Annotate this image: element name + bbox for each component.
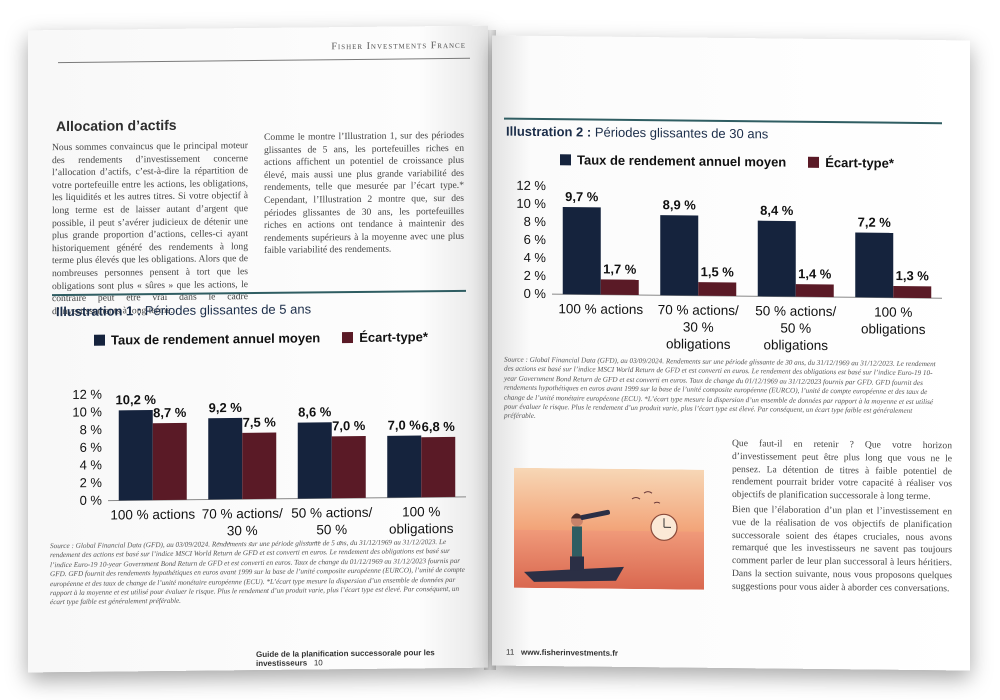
left-footer: Guide de la planification successorale p… <box>256 648 488 668</box>
data-label-return: 9,7 % <box>565 189 599 204</box>
x-category-label: 100 % actions <box>558 301 643 317</box>
next-section-paragraph: Bien que l’élaboration d’un plan et l’in… <box>732 504 952 595</box>
x-category-label: 100 %obligations <box>861 304 926 337</box>
chart-2-legend: Taux de rendement annuel moyen Écart-typ… <box>560 152 916 171</box>
y-tick-label: 12 % <box>72 387 102 402</box>
data-label-return: 9,2 % <box>209 400 243 415</box>
data-label-return: 7,2 % <box>858 215 892 230</box>
illustration-2-subtitle: Périodes glissantes de 30 ans <box>594 124 769 142</box>
legend-label-stddev: Écart-type* <box>359 329 428 345</box>
right-page-number: 11 <box>506 647 515 657</box>
x-category-label: 70 % actions/30 %obligations <box>658 302 739 352</box>
data-label-stddev: 1,3 % <box>896 268 930 283</box>
y-tick-label: 2 % <box>80 475 103 490</box>
legend-label-return: Taux de rendement annuel moyen <box>577 152 787 170</box>
data-label-stddev: 1,4 % <box>798 266 832 281</box>
legend-swatch-return <box>560 154 571 166</box>
bar-stddev <box>600 279 639 296</box>
y-tick-label: 6 % <box>80 440 103 455</box>
illustration-1-title: Illustration 1 : Périodes glissantes de … <box>56 301 311 319</box>
data-label-return: 10,2 % <box>116 392 157 407</box>
y-tick-label: 10 % <box>72 404 102 419</box>
y-tick-label: 12 % <box>516 178 546 193</box>
bar-return <box>562 206 601 295</box>
bar-return <box>757 220 796 297</box>
chart-1-legend: Taux de rendement annuel moyen Écart-typ… <box>94 329 450 348</box>
website-link[interactable]: www.fisherinvestments.fr <box>520 647 619 658</box>
data-label-return: 8,9 % <box>663 197 697 212</box>
bar-return <box>118 410 153 501</box>
legend-item-return: Taux de rendement annuel moyen <box>560 152 787 170</box>
left-page-number: 10 <box>313 658 323 668</box>
legend-swatch-return <box>94 334 105 346</box>
chart-2-source: Source : Global Financial Data (GFD), au… <box>504 355 936 421</box>
bar-stddev <box>331 436 366 499</box>
bar-return <box>208 417 243 500</box>
y-tick-label: 10 % <box>516 196 546 211</box>
data-label-return: 7,0 % <box>388 417 422 432</box>
y-tick-label: 2 % <box>524 268 547 283</box>
y-tick-label: 0 % <box>80 493 103 508</box>
legend-label-return: Taux de rendement annuel moyen <box>111 330 321 348</box>
footer-guide-title: Guide de la planification successorale p… <box>256 648 435 669</box>
bar-return <box>855 232 894 298</box>
data-label-stddev: 6,8 % <box>422 419 456 434</box>
right-footer: 11 www.fisherinvestments.fr <box>506 648 618 658</box>
takeaway-paragraph: Que faut-il en retenir ? Que votre horiz… <box>732 438 952 503</box>
legend-item-stddev: Écart-type* <box>808 155 894 171</box>
right-page: Illustration 2 : Périodes glissantes de … <box>492 35 970 671</box>
bar-return <box>297 422 332 499</box>
chart-2: 0 % 2 % 4 % 6 % 8 % 10 % 12 % 9,7 % 1,7 % 100 % a… <box>516 178 942 353</box>
header-rule <box>58 57 470 64</box>
x-category-label: 100 %obligations <box>389 504 454 537</box>
y-tick-label: 0 % <box>524 286 547 301</box>
y-tick-label: 4 % <box>80 457 103 472</box>
bar-stddev <box>152 422 187 501</box>
illustration-2-label: Illustration 2 : <box>506 123 592 140</box>
y-tick-label: 6 % <box>524 232 547 247</box>
bar-stddev <box>698 282 737 297</box>
data-label-stddev: 8,7 % <box>153 405 187 420</box>
illustration-2-rule <box>504 117 942 124</box>
data-label-return: 8,6 % <box>298 404 332 419</box>
telescope-illustration <box>514 467 704 590</box>
bar-stddev <box>421 436 456 498</box>
chart-1-source: Source : Global Financial Data (GFD), au… <box>50 538 465 607</box>
y-tick-label: 8 % <box>80 422 103 437</box>
data-label-return: 8,4 % <box>760 203 794 218</box>
data-label-stddev: 1,5 % <box>701 264 735 279</box>
legend-swatch-stddev <box>342 332 354 344</box>
bar-stddev <box>242 432 277 500</box>
y-tick-label: 4 % <box>524 250 547 265</box>
bar-stddev <box>795 284 834 298</box>
legend-swatch-stddev <box>808 156 820 168</box>
y-tick-label: 8 % <box>524 214 547 229</box>
x-category-label: 50 % actions/50 %obligations <box>291 505 372 546</box>
data-label-stddev: 7,5 % <box>243 415 277 430</box>
x-category-label: 100 % actions <box>110 507 195 523</box>
legend-item-stddev: Écart-type* <box>342 329 428 345</box>
data-label-stddev: 1,7 % <box>603 261 637 276</box>
legend-item-return: Taux de rendement annuel moyen <box>94 330 321 348</box>
illustration-1-subtitle: Périodes glissantes de 5 ans <box>144 301 312 319</box>
chart-1: 0 % 2 % 4 % 6 % 8 % 10 % 12 % 10,2 %8,7 % 100 % … <box>72 387 466 546</box>
illustration-2-title: Illustration 2 : Périodes glissantes de … <box>506 124 768 142</box>
bar-stddev <box>893 285 932 299</box>
illustration-1-label: Illustration 1 : <box>56 303 142 320</box>
x-category-label: 50 % actions/50 %obligations <box>755 303 836 353</box>
brand-header: Fisher Investments France <box>331 39 466 53</box>
section-title: Allocation d’actifs <box>56 116 177 135</box>
bar-return <box>387 435 422 498</box>
x-category-label: 70 % actions/30 %obligations <box>202 506 283 546</box>
bar-return <box>660 215 699 296</box>
body-column-2: Comme le montre l’Illustration 1, sur de… <box>264 129 464 257</box>
legend-label-stddev: Écart-type* <box>825 154 894 171</box>
left-page: Fisher Investments France Allocation d’a… <box>28 25 488 673</box>
data-label-stddev: 7,0 % <box>332 418 366 433</box>
